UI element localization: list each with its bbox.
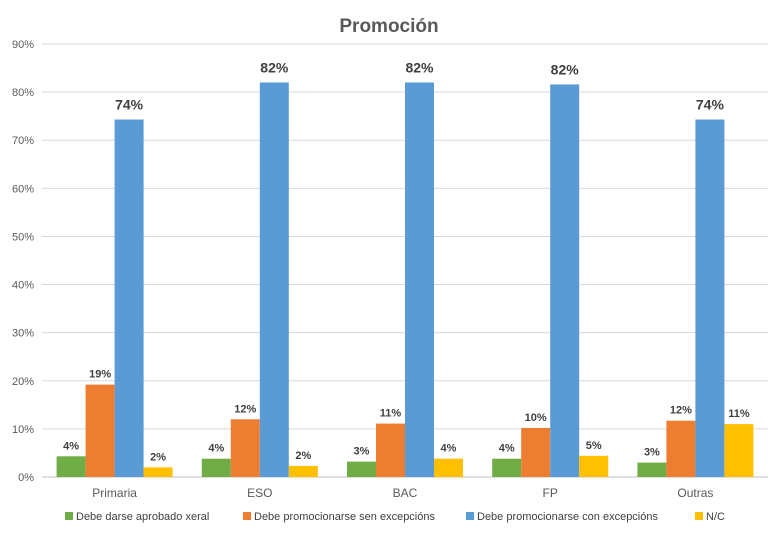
legend-swatch (695, 512, 703, 520)
category-label: FP (543, 486, 558, 500)
legend-entry: Debe darse aprobado xeral (76, 511, 209, 523)
data-label: 12% (234, 403, 256, 415)
data-labels: 4% 19% 74% 2% 4% 12% 82% 2% 3% 11% 82% 4% 4% 10% 82% 5%… (63, 59, 750, 463)
bar (666, 420, 696, 477)
x-axis-categories: Primaria ESO BAC FP Outras (92, 486, 713, 500)
data-label: 4% (208, 443, 224, 455)
legend-entry: N/C (706, 511, 725, 523)
bar (288, 465, 318, 477)
bar (259, 82, 289, 477)
y-axis-ticks: 0% 10% 20% 30% 40% 50% 60% 70% 80% 90% (12, 39, 34, 484)
chart-title: Promoción (339, 16, 438, 37)
data-label: 3% (644, 447, 660, 459)
data-label: 5% (586, 440, 602, 452)
bar (230, 419, 260, 477)
data-label: 12% (670, 405, 692, 417)
bars (56, 82, 754, 477)
legend-entry: Debe promocionarse sen excepcións (254, 511, 435, 523)
y-tick-label: 40% (12, 280, 34, 292)
bar (521, 427, 551, 477)
bar (579, 455, 609, 477)
bar (114, 119, 144, 477)
y-tick-label: 70% (12, 135, 34, 147)
bar (724, 424, 754, 477)
bar (637, 462, 667, 477)
bar (85, 384, 115, 477)
y-tick-label: 0% (18, 472, 34, 484)
bar (695, 119, 725, 477)
data-label: 4% (63, 440, 79, 452)
data-label: 19% (89, 369, 111, 381)
bar (550, 84, 580, 477)
data-label: 82% (551, 61, 580, 77)
bar (347, 461, 376, 477)
data-label: 10% (525, 412, 547, 424)
legend-swatch (243, 512, 251, 520)
y-tick-label: 80% (12, 87, 34, 99)
bar (56, 456, 86, 477)
legend-entry: Debe promocionarse con excepcións (477, 511, 658, 523)
y-tick-label: 50% (12, 231, 34, 243)
data-label: 3% (354, 446, 370, 458)
bar (201, 458, 231, 477)
data-label: 82% (260, 59, 289, 75)
bar (405, 82, 434, 477)
y-tick-label: 10% (12, 424, 34, 436)
category-label: Outras (677, 486, 713, 500)
y-tick-label: 30% (12, 328, 34, 340)
category-label: BAC (393, 486, 418, 500)
y-tick-label: 20% (12, 376, 34, 388)
bar (434, 458, 463, 477)
data-label: 4% (499, 443, 515, 455)
data-label: 11% (728, 408, 750, 420)
data-label: 11% (380, 408, 402, 420)
data-label: 4% (441, 443, 457, 455)
legend-swatch (466, 512, 474, 520)
data-label: 74% (696, 97, 725, 113)
bar (376, 423, 405, 477)
category-label: Primaria (92, 486, 137, 500)
y-tick-label: 90% (12, 39, 34, 51)
bar (492, 458, 522, 477)
data-label: 2% (150, 451, 166, 463)
data-label: 74% (115, 97, 144, 113)
category-label: ESO (247, 486, 272, 500)
data-label: 2% (295, 450, 311, 462)
y-tick-label: 60% (12, 183, 34, 195)
legend: Debe darse aprobado xeral Debe promociona… (65, 511, 725, 523)
bar (143, 467, 173, 477)
data-label: 82% (405, 59, 434, 75)
legend-swatch (65, 512, 73, 520)
